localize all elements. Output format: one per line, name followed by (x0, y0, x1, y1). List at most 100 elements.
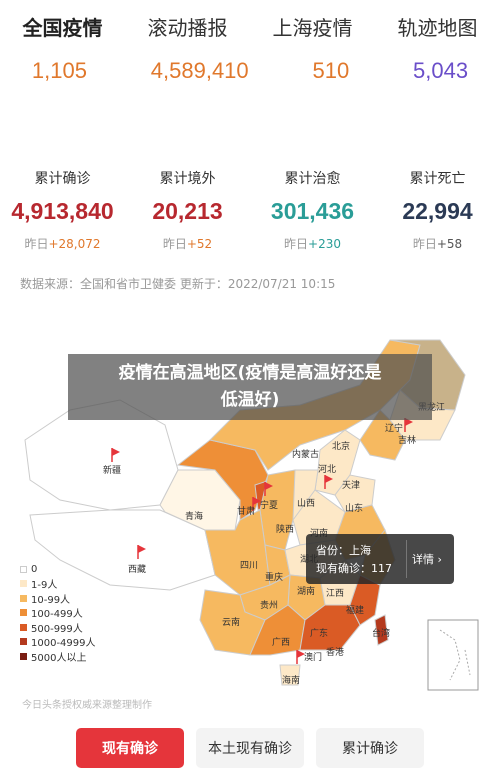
overlay-title-line1: 疫情在高温地区(疫情是高温好还是 (118, 363, 382, 383)
legend-label: 10-99人 (31, 594, 71, 606)
tab-shanghai[interactable]: 上海疫情 (272, 15, 353, 40)
legend-label: 100-499人 (31, 609, 83, 621)
top-number-1: 1,105 (31, 58, 87, 83)
label-guangdong: 广东 (310, 627, 328, 639)
article-title-overlay: 疫情在高温地区(疫情是高温好还是 低温好) (68, 354, 432, 420)
stat-delta: 昨日+58 (378, 235, 498, 252)
delta-prefix: 昨日 (162, 237, 187, 251)
legend-label: 5000人以上 (31, 652, 87, 664)
legend-swatch (20, 638, 27, 646)
delta-prefix: 昨日 (284, 237, 309, 251)
label-tianjin: 天津 (342, 480, 360, 491)
legend-item: 5000人以上 (20, 649, 96, 664)
tab-trajectory-map[interactable]: 轨迹地图 (397, 15, 478, 40)
label-shandong: 山东 (345, 502, 363, 514)
current-confirmed-button[interactable]: 现有确诊 (76, 728, 184, 768)
label-yunnan: 云南 (222, 616, 240, 628)
map-mode-buttons: 现有确诊 本土现有确诊 累计确诊 (0, 728, 500, 768)
label-xizang: 西藏 (128, 563, 146, 575)
region-qinghai (159, 469, 241, 531)
region-taiwan (374, 614, 389, 646)
stat-total-recovered: 累计治愈 301,436 昨日+230 (253, 168, 373, 252)
stat-total-deaths: 累计死亡 22,994 昨日+58 (378, 168, 498, 252)
label-hainan: 海南 (282, 674, 300, 686)
legend-swatch (20, 609, 27, 617)
delta-value: +230 (308, 237, 341, 251)
tooltip-divider (406, 540, 407, 578)
stat-value: 4,913,840 (11, 198, 114, 224)
region-xizang (29, 509, 216, 591)
flag-marker-hebei (324, 475, 333, 489)
label-shaanxi: 陕西 (276, 523, 294, 535)
stat-delta: 昨日+28,072 (3, 235, 123, 252)
label-taiwan: 台湾 (372, 627, 390, 639)
stat-value: 301,436 (270, 198, 355, 224)
label-xinjiang: 新疆 (103, 464, 121, 476)
top-tab-bar: 全国疫情 滚动播报 上海疫情 轨迹地图 (0, 0, 500, 52)
stat-value: 22,994 (402, 198, 473, 224)
legend-swatch (20, 565, 27, 573)
flag-marker-guangdong (296, 650, 305, 664)
legend-swatch (20, 594, 27, 602)
province-tooltip: 省份：上海 现有确诊：117 详情 › (306, 534, 454, 584)
data-source-note: 数据来源：全国和省市卫健委 更新于：2022/07/21 10:15 (20, 277, 336, 291)
stat-label: 累计境外 (159, 171, 216, 187)
region-shandong (334, 474, 376, 513)
legend-item: 10-99人 (20, 591, 96, 606)
label-macau: 澳门 (304, 651, 322, 663)
region-hainan (279, 664, 301, 686)
watermark-text: 今日头条授权威来源整理制作 (22, 700, 152, 711)
label-qinghai: 青海 (185, 510, 203, 522)
label-sichuan: 四川 (240, 561, 258, 571)
legend-item: 1-9人 (20, 577, 96, 591)
label-hebei: 河北 (318, 463, 336, 475)
stats-row: 累计确诊 4,913,840 昨日+28,072 累计境外 20,213 昨日+… (0, 168, 500, 252)
label-chongqing: 重庆 (265, 571, 283, 583)
delta-value: +28,072 (48, 237, 101, 251)
legend-swatch (20, 580, 27, 588)
tooltip-current-confirmed: 现有确诊：117 (316, 562, 392, 575)
legend-label: 1000-4999人 (31, 638, 96, 650)
flag-marker-xizang (137, 545, 146, 559)
label-ningxia: 宁夏 (260, 499, 278, 511)
top-number-row: 1,105 4,589,410 510 5,043 (0, 58, 500, 84)
label-gansu: 甘肃 (237, 505, 255, 517)
tooltip-province: 省份：上海 (316, 544, 371, 557)
tab-national[interactable]: 全国疫情 (22, 15, 103, 40)
label-jilin: 吉林 (398, 434, 416, 446)
legend-swatch (20, 652, 27, 660)
stat-delta: 昨日+52 (128, 235, 248, 252)
flag-marker-jilin (404, 418, 413, 432)
stat-delta: 昨日+230 (253, 235, 373, 252)
delta-value: +52 (186, 237, 213, 251)
flag-marker-gansu (252, 497, 261, 511)
label-guizhou: 贵州 (260, 599, 278, 611)
label-shanxi: 山西 (297, 498, 315, 509)
delta-prefix: 昨日 (24, 237, 49, 251)
local-current-confirmed-button[interactable]: 本土现有确诊 (196, 728, 304, 768)
top-number-3: 510 (312, 58, 350, 83)
label-hunan: 湖南 (297, 585, 315, 597)
legend-swatch (20, 623, 27, 631)
label-hongkong: 香港 (326, 646, 344, 658)
south-china-sea-inset (427, 619, 479, 691)
label-fujian: 福建 (346, 604, 364, 616)
flag-marker-ningxia (264, 482, 273, 496)
stat-label: 累计确诊 (34, 171, 91, 187)
tooltip-detail-link[interactable]: 详情 › (412, 553, 442, 566)
legend-item: 1000-4999人 (20, 635, 96, 650)
top-number-4: 5,043 (413, 58, 469, 83)
total-confirmed-button[interactable]: 累计确诊 (316, 728, 424, 768)
stat-total-confirmed: 累计确诊 4,913,840 昨日+28,072 (3, 168, 123, 252)
legend-label: 0 (31, 563, 38, 575)
stat-total-imported: 累计境外 20,213 昨日+52 (128, 168, 248, 252)
stat-value: 20,213 (152, 198, 223, 224)
label-neimenggu: 内蒙古 (292, 448, 319, 460)
legend-item: 0 (20, 562, 96, 577)
tab-live-feed[interactable]: 滚动播报 (147, 15, 228, 40)
map-legend: 0 1-9人 10-99人 100-499人 500-999人 1000-499… (20, 562, 96, 664)
label-jiangxi: 江西 (326, 588, 344, 599)
overlay-title-line2: 低温好) (220, 390, 280, 410)
label-guangxi: 广西 (272, 636, 290, 648)
delta-value: +58 (436, 237, 463, 251)
